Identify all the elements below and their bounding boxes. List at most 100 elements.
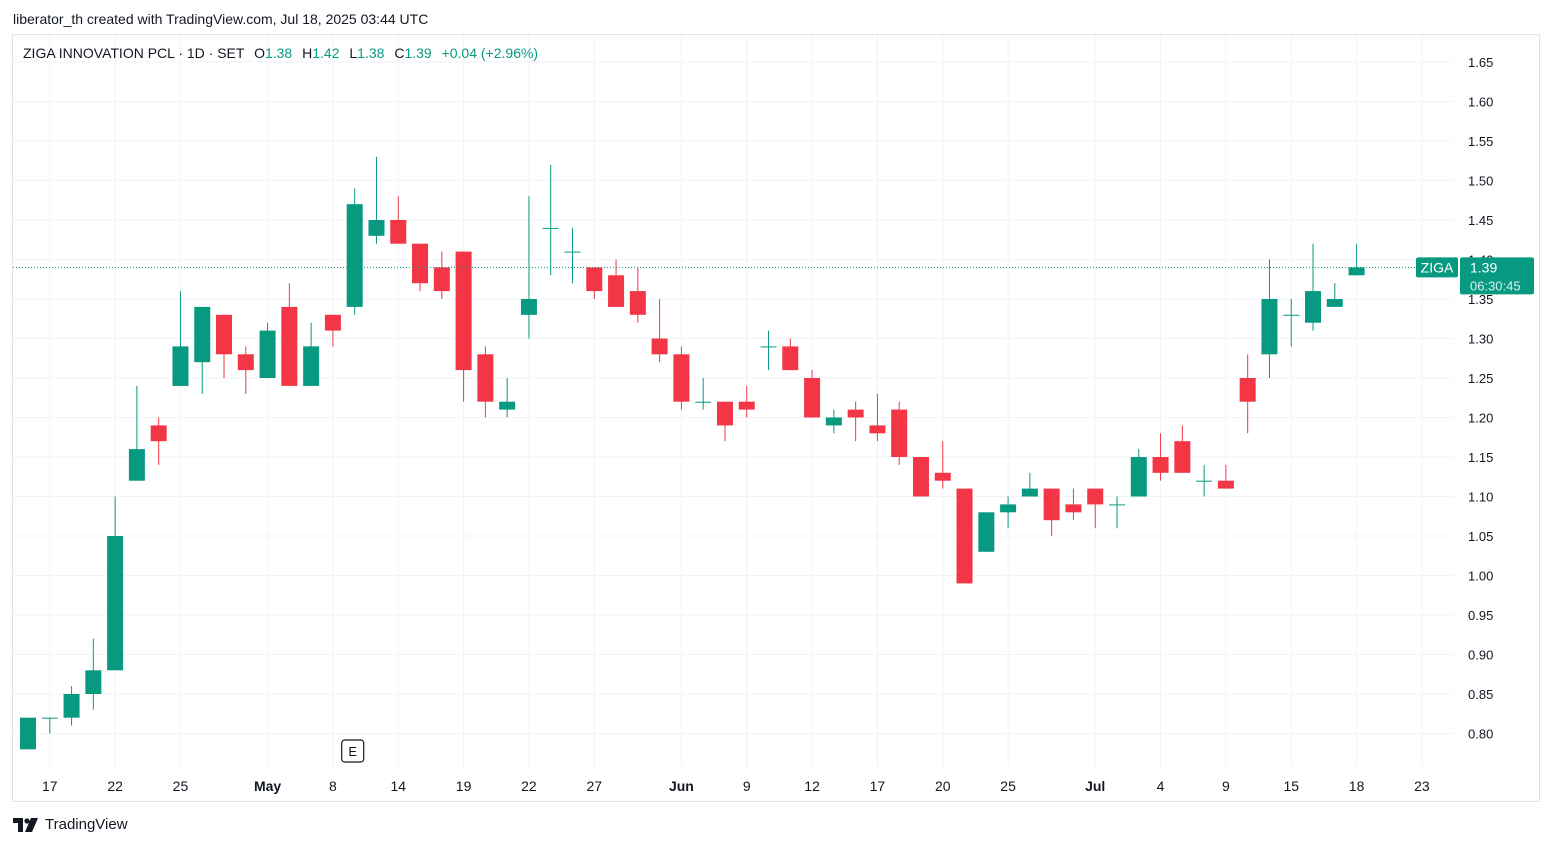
candle[interactable] (150, 417, 167, 465)
earnings-event-marker[interactable]: E (341, 739, 365, 763)
candle[interactable] (1043, 488, 1060, 536)
candle-body (782, 346, 799, 371)
legend-high-value: 1.42 (312, 45, 340, 61)
x-tick-label: 19 (456, 778, 472, 794)
candle[interactable] (41, 717, 58, 734)
candle[interactable] (782, 338, 799, 371)
y-tick-label: 0.80 (1468, 727, 1493, 742)
candle[interactable] (128, 385, 145, 481)
y-tick-label: 1.60 (1468, 95, 1493, 110)
x-tick-label: 22 (521, 778, 537, 794)
candle[interactable] (695, 378, 712, 410)
legend-low-value: 1.38 (357, 45, 385, 61)
candle[interactable] (1021, 472, 1038, 497)
candle[interactable] (978, 512, 995, 552)
candle-body (847, 409, 864, 418)
candle[interactable] (237, 346, 254, 394)
candle[interactable] (804, 370, 821, 418)
candle-body (520, 299, 537, 315)
candle[interactable] (542, 164, 559, 276)
candle[interactable] (608, 259, 625, 307)
x-tick-label: 18 (1349, 778, 1365, 794)
candle[interactable] (1087, 488, 1104, 529)
chart-caption: liberator_th created with TradingView.co… (13, 11, 429, 27)
candle[interactable] (934, 441, 951, 489)
candle[interactable] (869, 393, 886, 442)
candle[interactable] (499, 378, 516, 418)
candle[interactable] (1261, 259, 1278, 379)
y-tick-label: 1.20 (1468, 411, 1493, 426)
candle-body (1130, 457, 1147, 497)
candle-body (324, 314, 341, 331)
candle-body (1283, 314, 1300, 316)
candle[interactable] (63, 686, 80, 726)
candle[interactable] (1196, 464, 1213, 497)
candle[interactable] (564, 227, 581, 284)
candle[interactable] (390, 196, 407, 244)
candle[interactable] (194, 306, 211, 394)
candle-body (499, 401, 516, 410)
candle[interactable] (172, 291, 189, 386)
legend-open-label: O (254, 45, 265, 61)
candle[interactable] (586, 267, 603, 299)
candle[interactable] (738, 385, 755, 418)
candle[interactable] (651, 299, 668, 363)
candle[interactable] (455, 251, 472, 402)
candle[interactable] (891, 401, 908, 465)
candle[interactable] (1239, 354, 1256, 434)
candle[interactable] (1130, 449, 1147, 497)
candle[interactable] (85, 638, 102, 710)
candle-body (825, 417, 842, 426)
tradingview-brand[interactable]: TradingView (13, 816, 128, 833)
candle[interactable] (20, 717, 36, 750)
candle[interactable] (760, 330, 777, 371)
candle[interactable] (912, 457, 929, 497)
y-tick-label: 1.25 (1468, 371, 1493, 386)
candle[interactable] (673, 346, 690, 410)
earnings-event-box[interactable] (341, 739, 365, 763)
candle[interactable] (1065, 488, 1082, 521)
candle[interactable] (1283, 299, 1300, 347)
candle-body (412, 243, 429, 284)
candle[interactable] (520, 196, 537, 339)
candle[interactable] (1326, 283, 1343, 307)
candle[interactable] (412, 243, 429, 292)
candle[interactable] (433, 251, 450, 299)
candle-body (150, 425, 167, 442)
candle[interactable] (716, 401, 733, 442)
candle[interactable] (1217, 464, 1234, 489)
candle[interactable] (303, 322, 320, 386)
candle[interactable] (477, 346, 494, 418)
candle[interactable] (1348, 243, 1365, 276)
candle-body (128, 449, 145, 481)
x-tick-label: Jul (1085, 778, 1105, 794)
candle[interactable] (1000, 496, 1017, 529)
candle[interactable] (956, 488, 973, 584)
chart-frame (12, 34, 1540, 802)
candle-body (433, 267, 450, 292)
candle[interactable] (1305, 243, 1322, 331)
x-tick-label: 20 (935, 778, 951, 794)
candle-body (1174, 441, 1191, 473)
candle[interactable] (346, 188, 363, 315)
x-tick-label: 4 (1157, 778, 1165, 794)
candle-body (651, 338, 668, 355)
candle[interactable] (259, 322, 276, 378)
candle[interactable] (629, 267, 646, 323)
candle-body (738, 401, 755, 410)
candle-body (1021, 488, 1038, 497)
candle[interactable] (1109, 496, 1125, 529)
candle[interactable] (825, 409, 842, 434)
candle[interactable] (1152, 433, 1169, 481)
candle[interactable] (1174, 425, 1191, 473)
candle-body (891, 409, 908, 457)
candle[interactable] (368, 156, 385, 244)
candle[interactable] (281, 283, 298, 386)
candle-body (455, 251, 472, 371)
candle[interactable] (847, 401, 864, 442)
candle[interactable] (107, 496, 124, 671)
candle[interactable] (216, 314, 233, 378)
candle-body (281, 306, 298, 386)
candle[interactable] (324, 314, 341, 347)
